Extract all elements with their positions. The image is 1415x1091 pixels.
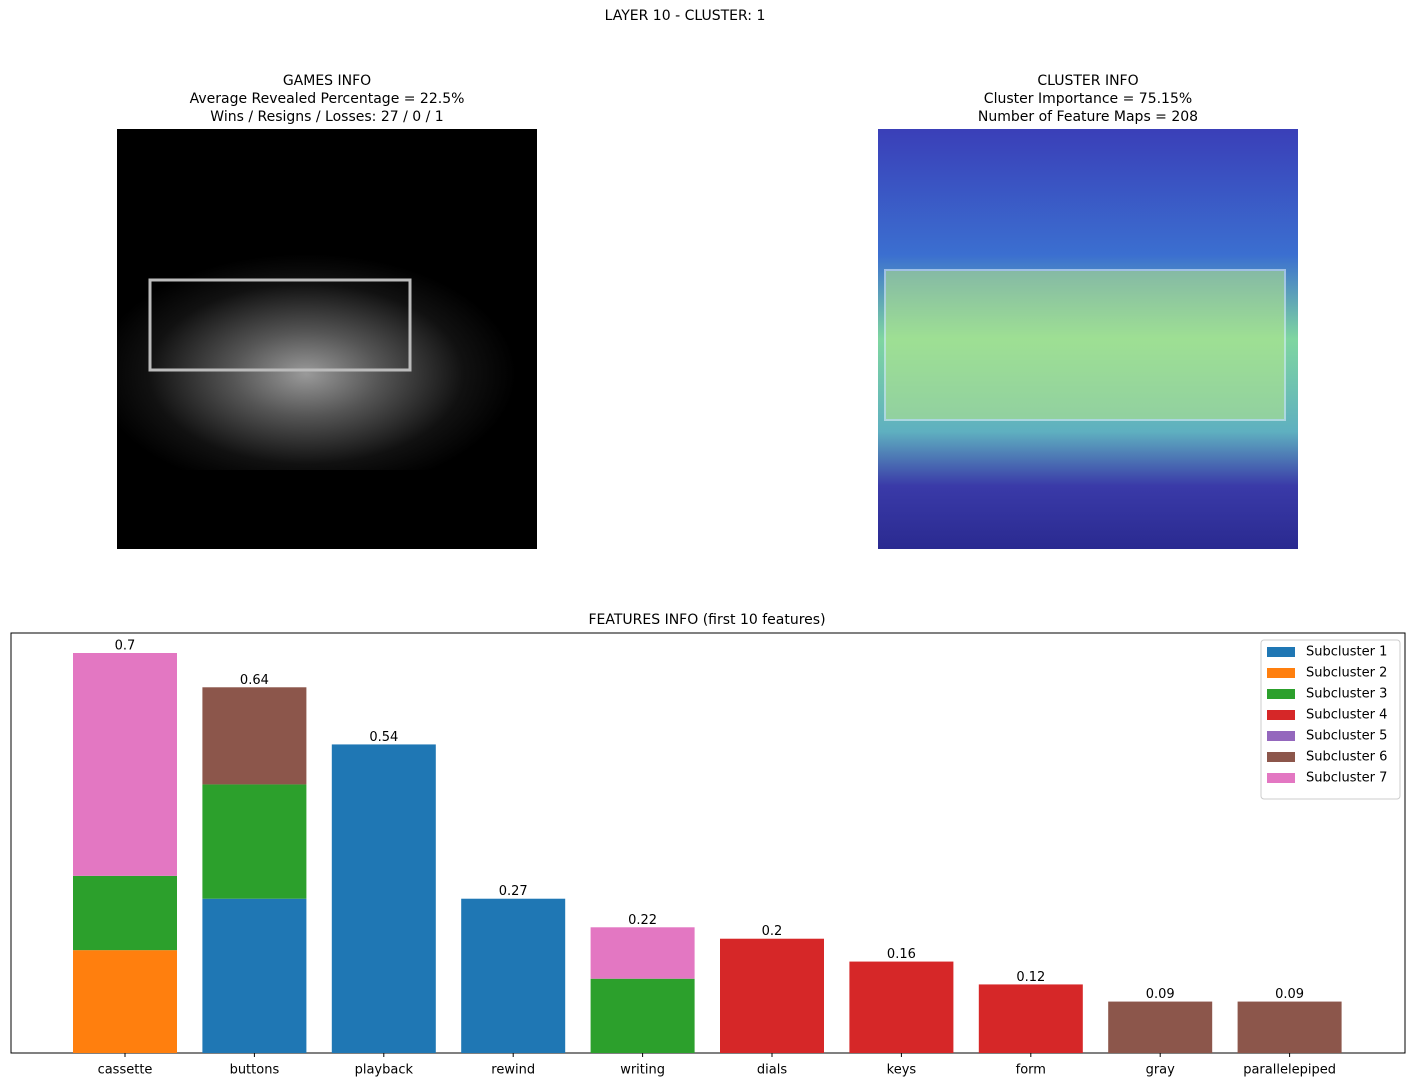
value-label: 0.09 [1146, 987, 1175, 1002]
legend-label: Subcluster 3 [1306, 687, 1387, 702]
legend-swatch [1267, 752, 1295, 762]
x-tick-label: dials [757, 1063, 787, 1078]
value-label: 0.64 [240, 673, 269, 688]
legend-label: Subcluster 4 [1306, 708, 1387, 723]
bar-segment [461, 898, 566, 1053]
value-label: 0.54 [369, 730, 398, 745]
x-tick-label: keys [887, 1063, 917, 1078]
x-tick-label: writing [620, 1063, 665, 1078]
bar-segment [73, 950, 177, 1053]
bar-segment [849, 961, 954, 1053]
bar-segment [202, 784, 307, 899]
x-tick-label: playback [355, 1063, 414, 1078]
legend-swatch [1267, 731, 1295, 741]
value-label: 0.22 [628, 913, 657, 928]
panel-title: Number of Feature Maps = 208 [978, 109, 1198, 125]
value-label: 0.12 [1016, 970, 1045, 985]
panel-title: Cluster Importance = 75.15% [984, 91, 1192, 107]
plot-frame [10, 632, 1406, 1054]
legend-swatch [1267, 647, 1295, 657]
x-tick-label: gray [1146, 1063, 1176, 1078]
x-tick-label: buttons [230, 1063, 280, 1078]
panel-title: CLUSTER INFO [1037, 73, 1138, 89]
legend-box [1260, 639, 1401, 800]
bar-segment [1237, 1001, 1342, 1053]
panel-title: Average Revealed Percentage = 22.5% [190, 91, 465, 107]
legend-swatch [1267, 710, 1295, 720]
x-tick-label: form [1016, 1063, 1046, 1078]
bar-segment [73, 875, 177, 951]
bar-segment [202, 687, 307, 785]
bars: 0.7 cassette 0.64 buttons 0.54 playback 0.27 re… [73, 639, 1342, 1078]
legend-swatch [1267, 773, 1295, 783]
x-tick-label: cassette [98, 1063, 153, 1078]
legend-label: Subcluster 2 [1306, 666, 1387, 681]
legend-label: Subcluster 6 [1306, 750, 1387, 765]
legend-label: Subcluster 1 [1306, 645, 1387, 660]
bar-segment [331, 744, 436, 1053]
image-detail [884, 269, 1286, 421]
x-tick-label: rewind [491, 1063, 535, 1078]
legend-label: Subcluster 7 [1306, 771, 1387, 786]
value-label: 0.16 [887, 947, 916, 962]
bar-segment [590, 978, 695, 1053]
bar-segment [978, 984, 1083, 1053]
value-label: 0.09 [1275, 987, 1304, 1002]
bar-segment [202, 898, 307, 1053]
panel-title: GAMES INFO [283, 73, 371, 89]
cluster-panel: CLUSTER INFO Cluster Importance = 75.15%… [878, 73, 1298, 549]
bar-segment [720, 938, 824, 1053]
legend: Subcluster 1 Subcluster 2 Subcluster 3 Subc… [1260, 639, 1401, 800]
figure-title: LAYER 10 - CLUSTER: 1 [605, 8, 766, 24]
image-reveal [117, 230, 537, 470]
panel-title: Wins / Resigns / Losses: 27 / 0 / 1 [210, 109, 443, 125]
bar-segment [1108, 1001, 1213, 1053]
value-label: 0.27 [499, 884, 528, 899]
games-panel: GAMES INFO Average Revealed Percentage =… [117, 73, 537, 549]
legend-swatch [1267, 668, 1295, 678]
value-label: 0.2 [762, 924, 783, 939]
bar-segment [73, 653, 177, 876]
chart-title: FEATURES INFO (first 10 features) [588, 612, 825, 628]
bar-segment [590, 927, 695, 979]
value-label: 0.7 [115, 639, 136, 654]
image-detail [148, 278, 412, 372]
x-tick-label: parallelepiped [1243, 1063, 1336, 1078]
legend-label: Subcluster 5 [1306, 729, 1387, 744]
legend-swatch [1267, 689, 1295, 699]
